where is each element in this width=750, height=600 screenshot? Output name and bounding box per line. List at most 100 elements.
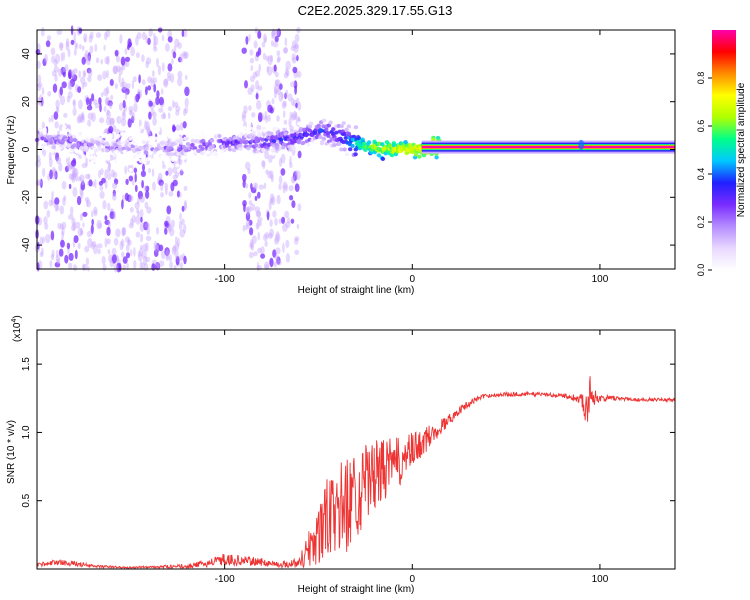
spectrogram-streak <box>45 233 51 244</box>
spectrogram-streak <box>97 74 103 81</box>
spectrogram-streak <box>291 40 297 49</box>
spectrogram-ytick-label: -40 <box>21 237 32 252</box>
spectrogram-cell <box>158 146 164 151</box>
spectrogram-streak <box>166 205 172 215</box>
spectrogram-streak <box>257 30 262 39</box>
spectrogram-streak <box>181 218 185 226</box>
spectrogram-streak <box>136 208 140 214</box>
spectrogram-streak <box>37 82 43 88</box>
spectrogram-streak <box>154 243 159 253</box>
spectrogram-streak <box>255 222 259 230</box>
spectrogram-streak <box>266 66 273 76</box>
spectrogram-streak <box>120 65 126 71</box>
spectrogram-streak <box>115 55 120 63</box>
spectrogram-cell <box>116 141 122 146</box>
spectrogram-cell <box>160 135 165 140</box>
spectrogram-streak <box>267 104 273 113</box>
spectrogram-streak <box>78 70 82 78</box>
spectrogram-streak <box>112 254 117 264</box>
spectrogram-cell <box>128 150 133 155</box>
spectrogram-streak <box>292 110 298 121</box>
spectrogram-streak <box>249 49 254 56</box>
spectrogram-streak <box>71 159 77 167</box>
spectrogram-streak <box>250 203 256 211</box>
spectrogram-streak <box>83 70 87 78</box>
spectrogram-streak <box>147 85 152 91</box>
spectrogram-streak <box>250 84 255 92</box>
spectrogram-streak <box>77 113 84 123</box>
spectrogram-cell <box>107 135 113 140</box>
spectrogram-streak <box>162 163 166 169</box>
spectrogram-cell <box>247 122 252 127</box>
spectrogram-streak <box>73 49 77 56</box>
spectrogram-streak <box>274 79 279 87</box>
spectrogram-cell <box>153 136 158 141</box>
spectrogram-streak <box>68 252 74 261</box>
spectrogram-streak <box>69 78 76 88</box>
spectrogram-streak <box>93 206 98 214</box>
spectrogram-streak <box>104 169 108 180</box>
spectrogram-streak <box>116 262 121 273</box>
spectrogram-streak <box>85 157 88 167</box>
spectrogram-streak <box>91 93 95 102</box>
spectrogram-streak <box>167 75 171 82</box>
spectrogram-cell <box>217 134 222 138</box>
spectrogram-streak <box>80 189 84 200</box>
spectrogram-streak <box>54 170 58 180</box>
spectrogram-cell <box>348 147 353 152</box>
spectrogram-streak <box>164 188 168 196</box>
spectrogram-streak <box>95 57 100 64</box>
spectrogram-streak <box>61 180 67 190</box>
spectrogram-streak <box>257 231 261 241</box>
spectrogram-streak <box>92 241 97 248</box>
spectrogram-streak <box>37 241 40 250</box>
spectrogram-streak <box>71 224 76 232</box>
spectrogram-cell <box>231 148 237 153</box>
spectrogram-streak <box>278 183 282 190</box>
spectrogram-streak <box>177 42 182 49</box>
spectrogram-streak <box>267 114 271 122</box>
spectrogram-streak <box>59 42 64 49</box>
spectrogram-streak <box>274 72 279 78</box>
spectrogram-streak <box>256 124 262 131</box>
spectrogram-streak <box>135 93 140 103</box>
spectrogram-streak <box>275 247 281 255</box>
spectrogram-streak <box>276 50 281 57</box>
spectrogram-streak <box>244 80 248 89</box>
spectrogram-streak <box>105 70 109 79</box>
spectrogram-streak <box>288 185 294 192</box>
spectrogram-streak <box>179 122 184 131</box>
spectrogram-streak <box>87 112 94 120</box>
spectrogram-streak <box>172 51 177 59</box>
spectrogram-cell <box>90 155 96 160</box>
spectrogram-streak <box>264 110 268 120</box>
spectrogram-cell <box>85 125 90 130</box>
spectrogram-streak <box>97 248 101 255</box>
spectrogram-cell <box>200 151 205 156</box>
spectrogram-streak <box>127 118 132 128</box>
spectrogram-streak <box>64 254 69 264</box>
spectrogram-cell <box>291 146 297 151</box>
spectrogram-streak <box>124 48 128 55</box>
spectrogram-cell <box>128 167 133 172</box>
spectrogram-streak <box>250 242 255 251</box>
spectrogram-cell <box>186 162 191 167</box>
spectrogram-streak <box>67 69 72 80</box>
spectrogram-streak <box>145 256 151 263</box>
spectrogram-streak <box>184 86 190 97</box>
spectrogram-streak <box>61 221 67 230</box>
spectrogram-streak <box>72 187 78 197</box>
spectrogram-cell <box>210 144 215 149</box>
spectrogram-streak <box>250 65 254 72</box>
spectrogram-cell <box>114 149 120 154</box>
snr-xtick-label: 0 <box>410 574 416 585</box>
spectrogram-cell <box>339 124 344 129</box>
spectrogram-cell <box>196 153 202 157</box>
spectrogram-streak <box>244 161 251 171</box>
spectrogram-streak <box>251 112 256 118</box>
spectrogram-streak <box>56 258 61 265</box>
spectrogram-streak <box>152 101 156 108</box>
spectrogram-streak <box>260 253 266 259</box>
figure-title: C2E2.2025.329.17.55.G13 <box>298 3 453 18</box>
spectrogram-streak <box>297 150 302 159</box>
